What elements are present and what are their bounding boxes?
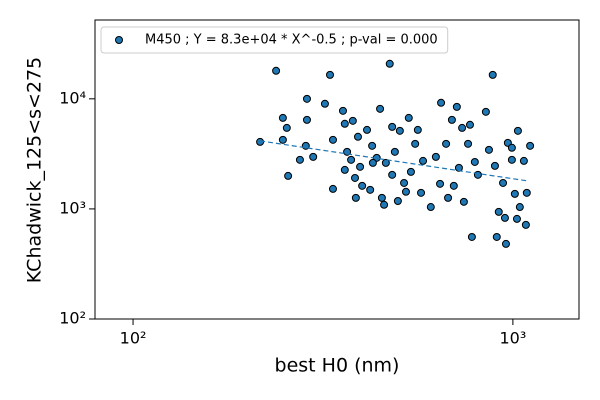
point [351,173,360,182]
point [513,126,522,135]
point [419,156,428,165]
point [459,197,468,206]
y-tick-label: 10² [59,309,86,328]
point [309,152,318,161]
point [442,139,451,148]
point [413,125,422,134]
point [431,152,440,161]
point [436,179,445,188]
point [390,147,399,156]
point [377,193,386,202]
plot-frame [94,19,580,320]
point [356,162,365,171]
y-tick-label: 10⁴ [59,88,86,107]
point [501,239,510,248]
point [426,203,435,212]
point [465,120,474,129]
point [417,188,426,197]
x-tick-label: 10² [120,329,147,348]
legend: M450 ; Y = 8.3e+04 * X^-0.5 ; p-val = 0.… [100,26,449,54]
point [284,171,293,180]
point [368,141,377,150]
point [490,161,499,170]
point [473,170,482,179]
point [512,214,521,223]
point [328,135,337,144]
point [454,163,463,172]
point [510,189,519,198]
point [400,178,409,187]
y-tick-label: 10³ [59,198,86,217]
point [499,178,508,187]
point [521,220,530,229]
point [404,113,413,122]
point [467,232,476,241]
point [494,207,503,216]
point [515,203,524,212]
point [338,106,347,115]
point [282,123,291,132]
point [351,193,360,202]
point [481,107,490,116]
point [340,165,349,174]
point [449,181,458,190]
point [256,137,265,146]
point [406,167,415,176]
point [368,158,377,167]
point [385,59,394,68]
point [366,185,375,194]
point [295,155,304,164]
point [458,123,467,132]
point [500,213,509,222]
legend-label: M450 ; Y = 8.3e+04 * X^-0.5 ; p-val = 0.… [145,33,438,48]
fit-line [260,140,527,182]
point [522,188,531,197]
point [278,113,287,122]
point [411,139,420,148]
x-tick-label: 10³ [499,329,526,348]
legend-marker [115,36,123,44]
point [381,158,390,167]
legend-box [100,26,449,54]
point [348,116,357,125]
point [302,94,311,103]
point [519,156,528,165]
point [470,157,479,166]
point [347,155,356,164]
point [388,170,397,179]
point [488,70,497,79]
point [340,119,349,128]
point [437,98,446,107]
point [363,125,372,134]
point [395,126,404,135]
point [393,196,402,205]
point [353,132,362,141]
point [380,200,389,209]
point [452,102,461,111]
point [320,99,329,108]
point [328,184,337,193]
y-axis-label: KChadwick_125<s<275 [24,57,46,283]
point [376,104,385,113]
point [507,143,516,152]
point [492,232,501,241]
point [278,135,287,144]
point [526,141,535,150]
point [388,122,397,131]
point [401,187,410,196]
point [444,193,453,202]
point [507,155,516,164]
point [484,145,493,154]
point [326,70,335,79]
point [447,115,456,124]
x-axis-label: best H0 (nm) [275,355,400,377]
point [272,66,281,75]
point [358,181,367,190]
point [464,139,473,148]
point [302,115,311,124]
